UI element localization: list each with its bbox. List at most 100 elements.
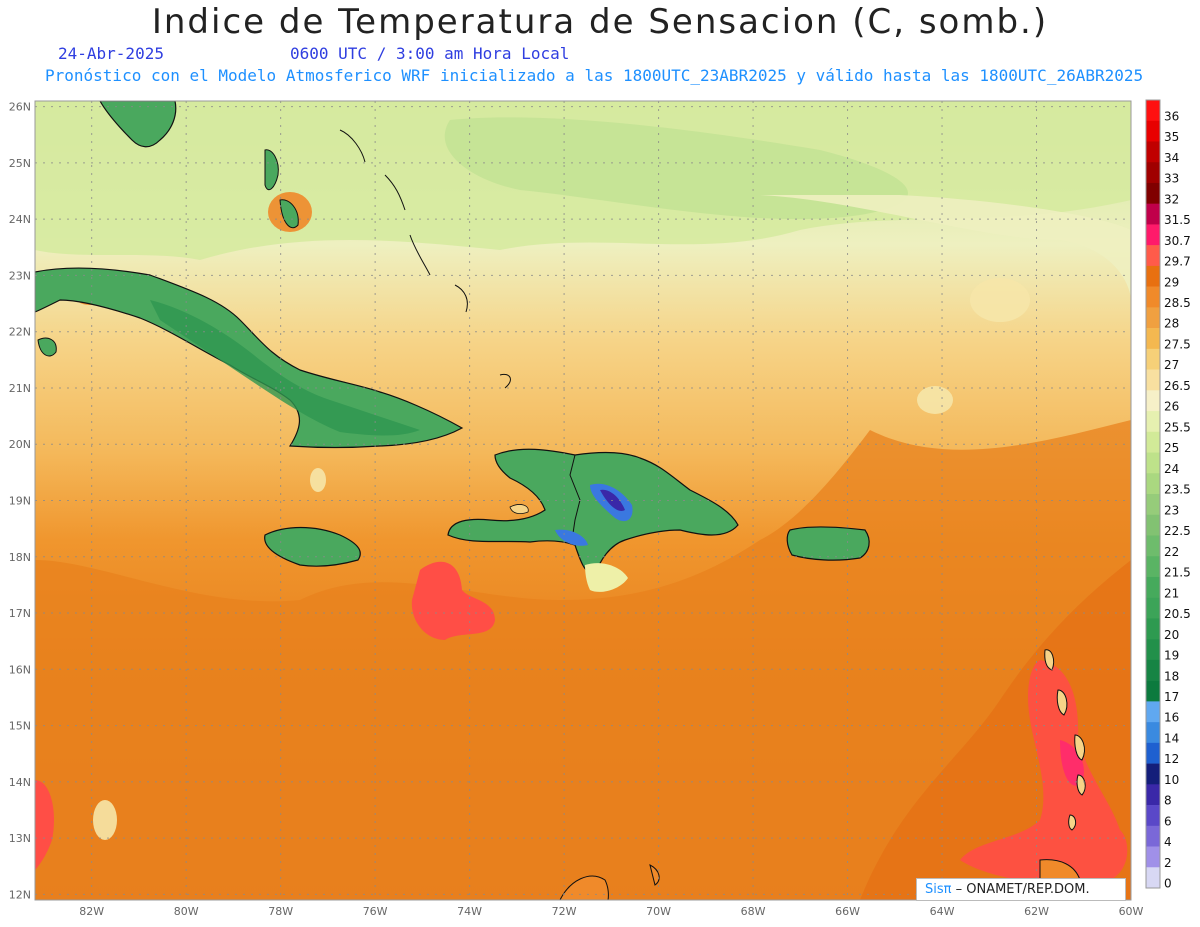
land-guadeloupe xyxy=(1044,649,1055,671)
lat-tick-label: 20N xyxy=(9,438,31,451)
land-martinique xyxy=(1074,734,1085,761)
colorbar-label: 0 xyxy=(1164,877,1172,891)
lon-tick-label: 70W xyxy=(646,905,671,918)
pale-blob-1 xyxy=(970,278,1030,322)
map-field xyxy=(35,101,1131,900)
colorbar-swatch xyxy=(1146,369,1160,391)
colorbar-swatch xyxy=(1146,722,1160,744)
colorbar-swatch xyxy=(1146,100,1160,122)
pale-band-east xyxy=(760,195,1131,300)
colorbar-label: 36 xyxy=(1164,109,1179,123)
plot-frame xyxy=(34,100,1132,901)
colorbar-swatch xyxy=(1146,680,1160,702)
colorbar-swatch xyxy=(1146,576,1160,598)
colorbar-swatch xyxy=(1146,473,1160,495)
colorbar-frame xyxy=(1145,99,1161,889)
hot-spot-windward xyxy=(411,561,495,640)
lat-tick-label: 22N xyxy=(9,326,31,339)
pale-blob-2 xyxy=(917,386,953,414)
colorbar-label: 23 xyxy=(1164,503,1179,517)
lon-tick-label: 74W xyxy=(457,905,482,918)
land-bahamas-chain xyxy=(339,129,511,389)
colorbar-label: 14 xyxy=(1164,731,1179,745)
colorbar-swatch xyxy=(1146,784,1160,806)
land-florida xyxy=(99,101,177,148)
colorbar-label: 20 xyxy=(1164,628,1179,642)
lat-tick-label: 24N xyxy=(9,213,31,226)
lat-tick-label: 18N xyxy=(9,551,31,564)
land-jamaica xyxy=(264,526,361,567)
credit-box: Sisπ – ONAMET/REP.DOM. xyxy=(916,878,1126,901)
colorbar-swatch xyxy=(1146,742,1160,764)
land-isla-juventud xyxy=(37,337,57,357)
colorbar-swatch xyxy=(1146,701,1160,723)
colorbar-label: 8 xyxy=(1164,794,1172,808)
colorbar-swatch xyxy=(1146,867,1160,889)
lat-tick-label: 13N xyxy=(9,832,31,845)
colorbar-swatch xyxy=(1146,307,1160,329)
lat-tick-label: 26N xyxy=(9,101,31,114)
colorbar-swatch xyxy=(1146,763,1160,785)
land-dominica xyxy=(1056,689,1068,716)
land-bahamas-1 xyxy=(264,149,279,191)
colorbar-swatch xyxy=(1146,618,1160,640)
colorbar-label: 16 xyxy=(1164,711,1179,725)
colorbar-label: 10 xyxy=(1164,773,1179,787)
forecast-date: 24-Abr-2025 xyxy=(58,44,164,63)
lon-tick-label: 64W xyxy=(930,905,955,918)
forecast-time: 0600 UTC / 3:00 am Hora Local xyxy=(290,44,570,63)
lon-tick-label: 82W xyxy=(79,905,104,918)
pale-blob-3 xyxy=(93,800,117,840)
colorbar-swatch xyxy=(1146,390,1160,412)
magenta-spot xyxy=(1060,740,1084,786)
colorbar-swatch xyxy=(1146,452,1160,474)
lon-tick-label: 80W xyxy=(174,905,199,918)
colorbar-swatch xyxy=(1146,514,1160,536)
colorbar-swatch xyxy=(1146,203,1160,225)
colorbar-swatch xyxy=(1146,597,1160,619)
lon-tick-labels: 82W 80W 78W 76W 74W 72W 70W 68W 66W 64W 62W 60W xyxy=(79,905,1143,918)
colorbar-swatch xyxy=(1146,494,1160,516)
colorbar-swatch xyxy=(1146,120,1160,142)
lat-tick-label: 21N xyxy=(9,382,31,395)
colorbar-label: 26 xyxy=(1164,400,1179,414)
hot-spot-west xyxy=(35,780,55,870)
colorbar-label: 22 xyxy=(1164,545,1179,559)
lon-tick-label: 72W xyxy=(552,905,577,918)
colorbar-swatch xyxy=(1146,431,1160,453)
colorbar-label: 23.5 xyxy=(1164,483,1191,497)
colorbar-label: 19 xyxy=(1164,649,1179,663)
colorbar-label: 21 xyxy=(1164,586,1179,600)
colorbar-swatch xyxy=(1146,639,1160,661)
colorbar-label: 27 xyxy=(1164,358,1179,372)
colorbar-swatch xyxy=(1146,411,1160,433)
colorbar-swatch xyxy=(1146,535,1160,557)
lon-tick-label: 78W xyxy=(268,905,293,918)
colorbar-label: 24 xyxy=(1164,462,1179,476)
colorbar-label: 12 xyxy=(1164,752,1179,766)
colorbar-label: 4 xyxy=(1164,835,1172,849)
cool-band-core xyxy=(444,117,908,220)
colorbar-label: 26.5 xyxy=(1164,379,1191,393)
land-andros xyxy=(279,199,299,229)
colorbar-swatch xyxy=(1146,141,1160,163)
colorbar-label: 29 xyxy=(1164,275,1179,289)
colorbar-label: 2 xyxy=(1164,856,1172,870)
colorbar-swatch xyxy=(1146,659,1160,681)
land-puerto-rico xyxy=(786,526,870,561)
lat-tick-label: 19N xyxy=(9,495,31,508)
colorbar-swatch xyxy=(1146,328,1160,350)
hot-spot-antilles xyxy=(960,660,1128,884)
colorbar-label: 31.5 xyxy=(1164,213,1191,227)
colorbar-legend: 363534333231.530.729.72928.52827.52726.5… xyxy=(1145,99,1191,891)
map-title: Indice de Temperatura de Sensacion (C, s… xyxy=(151,2,1049,42)
colorbar-swatch xyxy=(1146,162,1160,184)
colorbar-label: 32 xyxy=(1164,192,1179,206)
colorbar-swatch xyxy=(1146,182,1160,204)
graticule xyxy=(35,101,1132,900)
colorbar-label: 20.5 xyxy=(1164,607,1191,621)
lat-tick-label: 14N xyxy=(9,776,31,789)
colorbar-swatch xyxy=(1146,556,1160,578)
credit-text: – ONAMET/REP.DOM. xyxy=(951,882,1090,897)
lat-tick-label: 17N xyxy=(9,607,31,620)
